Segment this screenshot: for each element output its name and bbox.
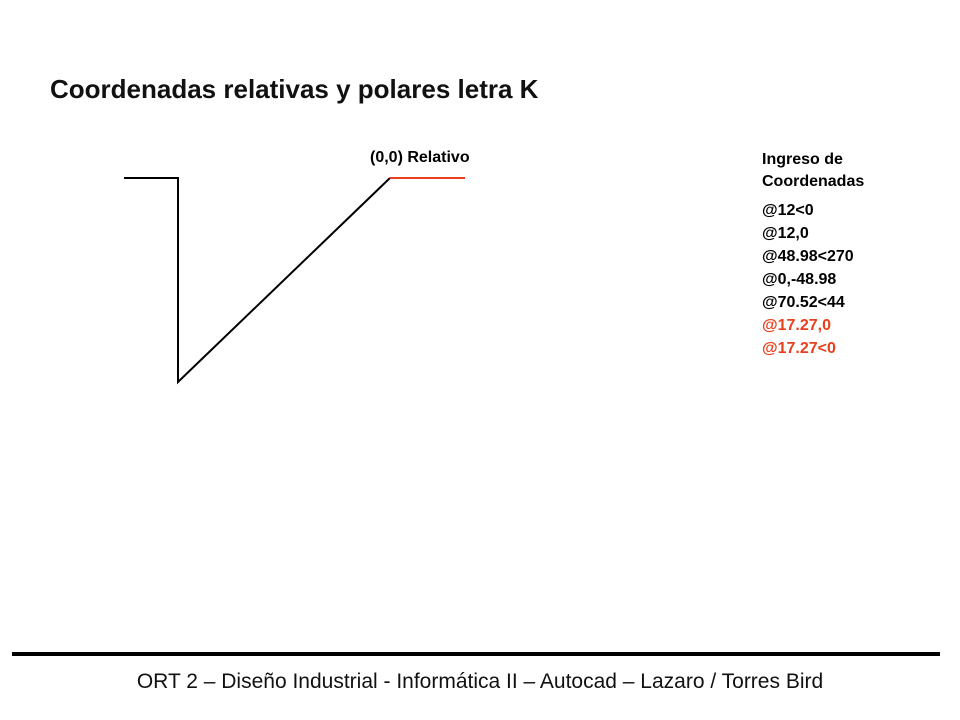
command: @17.27<0	[762, 340, 836, 357]
command: @48.98<270	[762, 248, 854, 265]
title: Coordenadas relativas y polares letra K	[50, 74, 539, 104]
heading-line: Ingreso de	[762, 151, 843, 168]
command: @12<0	[762, 202, 814, 219]
command: @17.27,0	[762, 317, 831, 334]
heading-line: Coordenadas	[762, 173, 865, 190]
command: @0,-48.98	[762, 271, 837, 288]
k-shape	[124, 177, 391, 385]
command: @70.52<44	[762, 294, 845, 311]
command-list: @12<0 @12,0 @48.98<270 @0,-48.98 @70.52<44 @1…	[762, 199, 854, 360]
footer: ORT 2 – Diseño Industrial - Informática …	[136, 670, 824, 693]
input-heading: Ingreso de Coordenadas	[762, 149, 864, 193]
command: @12,0	[762, 225, 809, 242]
origin-label: (0,0) Relativo	[370, 149, 470, 166]
